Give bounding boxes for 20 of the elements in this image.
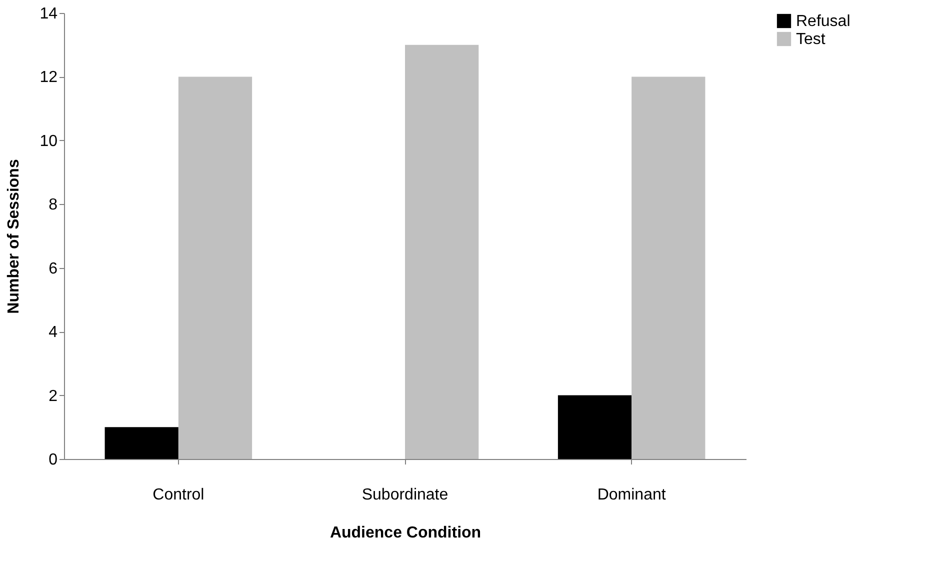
y-tick-label: 8 (48, 196, 58, 214)
x-tick-label: Control (152, 486, 204, 504)
x-tick-label: Subordinate (362, 486, 448, 504)
bar (558, 395, 632, 459)
legend-label: Refusal (796, 13, 850, 30)
legend-label: Test (796, 31, 826, 48)
bar (405, 44, 479, 459)
x-tick-label: Dominant (597, 486, 666, 504)
bar (178, 76, 252, 459)
y-tick-label: 10 (40, 132, 58, 150)
y-tick-label: 14 (40, 6, 58, 22)
y-tick-label: 12 (40, 69, 58, 86)
y-tick-label: 2 (48, 388, 58, 405)
x-axis-title: Audience Condition (330, 524, 482, 542)
y-tick-label: 4 (48, 324, 58, 342)
y-tick-label: 0 (48, 452, 58, 468)
y-axis-title: Number of Sessions (6, 159, 23, 314)
y-tick-label: 6 (48, 260, 58, 278)
bar (104, 427, 178, 459)
bar (632, 76, 706, 459)
